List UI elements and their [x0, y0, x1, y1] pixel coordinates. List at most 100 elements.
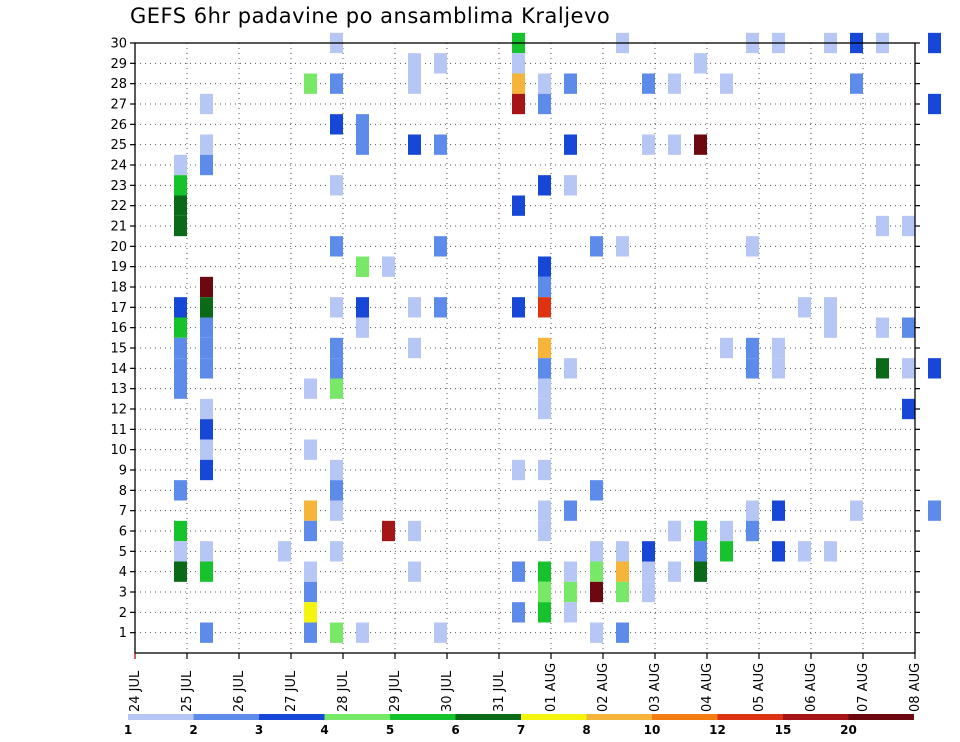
y-tick-label: 16	[110, 321, 127, 336]
heatmap-cell	[408, 561, 421, 582]
heatmap-cell	[512, 73, 525, 94]
heatmap-cell	[746, 337, 759, 359]
heatmap-cell	[538, 297, 551, 318]
heatmap-cell	[564, 134, 577, 155]
heatmap-cell	[356, 297, 369, 318]
colorbar-swatch	[324, 714, 390, 720]
heatmap-cell	[304, 73, 317, 94]
heatmap-cell	[408, 337, 421, 359]
heatmap-cell	[642, 581, 655, 603]
heatmap-cell	[382, 256, 395, 277]
heatmap-cell	[408, 297, 421, 318]
heatmap-cell	[538, 520, 551, 542]
heatmap-cell	[200, 134, 213, 155]
heatmap-cell	[668, 73, 681, 94]
colorbar-label: 6	[451, 723, 459, 737]
y-tick-label: 4	[119, 565, 127, 580]
heatmap-cell	[304, 602, 317, 623]
heatmap-cell	[330, 175, 343, 196]
x-tick-label: 08 AUG	[908, 663, 923, 712]
heatmap-cell	[200, 276, 213, 298]
x-tick-label: 30 JUL	[440, 670, 455, 712]
heatmap-cell	[408, 520, 421, 542]
heatmap-cell	[512, 297, 525, 318]
heatmap-cell	[590, 480, 603, 501]
colorbar-label: 12	[709, 723, 726, 737]
heatmap-cell	[720, 73, 733, 94]
x-tick-label: 24 JUL	[128, 670, 143, 712]
x-tick-label: 06 AUG	[804, 663, 819, 712]
heatmap-cell	[304, 500, 317, 521]
y-tick-label: 9	[119, 464, 127, 479]
heatmap-cell	[538, 378, 551, 399]
x-axis-ticks: 24 JUL 25 JUL 26 JUL 27 JUL 28 JUL 29 JUL 30 J…	[128, 653, 923, 712]
heatmap-cell	[434, 134, 447, 155]
heatmap-cell	[200, 358, 213, 379]
heatmap-cell	[928, 32, 941, 54]
heatmap-cell	[304, 439, 317, 460]
heatmap-cell	[174, 297, 187, 318]
heatmap-cell	[356, 134, 369, 155]
heatmap-cell	[356, 114, 369, 135]
heatmap-cell	[278, 541, 291, 562]
heatmap-cell	[174, 520, 187, 542]
colorbar: 1 2 3 4 5 6 7 8 10 12 15 20	[124, 714, 914, 737]
colorbar-label: 7	[517, 723, 525, 737]
heatmap-cell	[200, 622, 213, 643]
heatmap-cell	[330, 358, 343, 379]
heatmap-cell	[564, 73, 577, 94]
heatmap-cell	[330, 297, 343, 318]
heatmap-cell	[642, 134, 655, 155]
heatmap-cell	[616, 581, 629, 603]
colorbar-label: 3	[255, 723, 263, 737]
heatmap-cell	[330, 500, 343, 521]
y-tick-label: 5	[119, 545, 127, 560]
heatmap-cell	[304, 581, 317, 603]
heatmap-cell	[928, 358, 941, 379]
y-tick-label: 2	[119, 606, 127, 621]
heatmap-cell	[850, 500, 863, 521]
heatmap-cell	[330, 73, 343, 94]
heatmap-cell	[616, 236, 629, 257]
heatmap-cell	[694, 53, 707, 74]
heatmap-cell	[798, 297, 811, 318]
heatmap-cell	[200, 541, 213, 562]
heatmap-cell	[174, 154, 187, 176]
heatmap-cell	[668, 520, 681, 542]
heatmap-cell	[408, 134, 421, 155]
colorbar-swatch	[848, 714, 914, 720]
heatmap-cell	[694, 134, 707, 155]
y-tick-label: 3	[119, 586, 127, 601]
colorbar-label: 20	[840, 723, 857, 737]
colorbar-swatch	[652, 714, 718, 720]
colorbar-swatch	[783, 714, 849, 720]
heatmap-cell	[356, 256, 369, 277]
heatmap-cell	[174, 378, 187, 399]
colorbar-label: 10	[644, 723, 661, 737]
heatmap-cell	[200, 337, 213, 359]
heatmap-cell	[564, 561, 577, 582]
x-tick-label: 25 JUL	[180, 670, 195, 712]
heatmap-cell	[590, 541, 603, 562]
heatmap-cell	[330, 114, 343, 135]
y-tick-label: 13	[110, 382, 127, 397]
heatmap-cell	[174, 175, 187, 196]
heatmap-cell	[538, 358, 551, 379]
heatmap-cell	[200, 561, 213, 582]
heatmap-cell	[330, 236, 343, 257]
heatmap-cell	[408, 73, 421, 94]
heatmap-cell	[720, 337, 733, 359]
heatmap-cell	[928, 93, 941, 115]
heatmap-cell	[720, 520, 733, 542]
heatmap-cell	[304, 378, 317, 399]
heatmap-cell	[174, 561, 187, 582]
heatmap-cell	[174, 358, 187, 379]
colorbar-label: 8	[582, 723, 590, 737]
heatmap-cell	[174, 480, 187, 501]
y-tick-label: 19	[110, 260, 127, 275]
heatmap-cell	[772, 358, 785, 379]
heatmap-cell	[330, 459, 343, 481]
y-tick-label: 10	[110, 443, 127, 458]
heatmap-cell	[824, 297, 837, 318]
heatmap-cell	[538, 256, 551, 277]
